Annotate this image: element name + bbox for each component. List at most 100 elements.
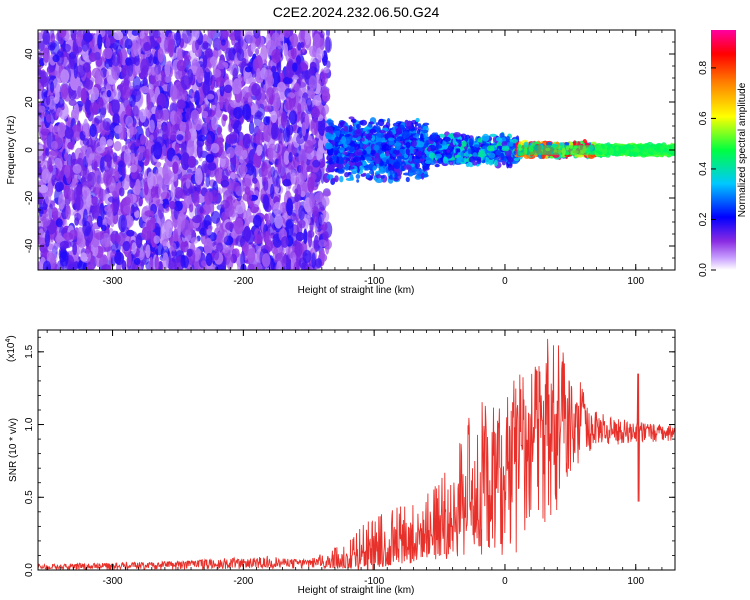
spectrogram-cell (431, 132, 437, 138)
spectrogram-cell (77, 260, 87, 270)
spectrogram-cell (243, 226, 252, 242)
spectrogram-cell (147, 96, 152, 110)
spectrogram-cell (38, 32, 43, 41)
spectrogram-cell (194, 48, 202, 58)
spectrogram-cell (242, 192, 253, 202)
spectrogram-cell (288, 110, 298, 125)
spectrogram-cell (409, 154, 413, 162)
spectrogram-cell (126, 251, 132, 267)
spectrogram-cell (272, 247, 279, 263)
spectrogram-cell (231, 35, 236, 46)
spectrogram-cell (151, 106, 157, 114)
spectrogram-cell (343, 125, 349, 132)
spectrogram-cell (106, 208, 114, 226)
spectrogram-cell (315, 47, 324, 60)
spectrogram-cell (354, 128, 363, 137)
spectrogram-cell (38, 51, 43, 60)
spectrogram-cell (74, 212, 82, 221)
spectrogram-cell (273, 201, 283, 217)
spectrogram-cell (366, 173, 371, 179)
spectrogram-cell (395, 127, 402, 135)
spectrogram-cell (327, 163, 335, 171)
spectrogram-cell (509, 141, 514, 147)
spectrogram-cell (86, 195, 92, 208)
spectrogram-cell (274, 143, 281, 154)
spectrogram-cell (327, 126, 333, 134)
spectrogram-cell (75, 65, 86, 78)
spectrogram-cell (75, 103, 80, 121)
spectrogram-cell (238, 153, 245, 164)
spectrogram-cell (495, 150, 502, 156)
spectrogram-cell (500, 152, 505, 161)
spectrogram-cell (58, 193, 66, 210)
spectrogram-cell (298, 148, 308, 166)
spectrogram-cell (296, 134, 305, 145)
spectrogram-cell (486, 145, 495, 152)
spectrogram-cell (296, 55, 301, 65)
spectrogram-cell (413, 158, 420, 164)
spectrogram-cell (97, 70, 104, 85)
spectrogram-cell (132, 105, 139, 117)
spectrogram-cell (315, 257, 322, 269)
spectrogram-cell (467, 148, 472, 155)
spectrogram-cell (244, 162, 255, 176)
spectrogram-cell (313, 94, 322, 107)
spectrogram-cell (460, 152, 464, 158)
spectrogram-cell (194, 90, 200, 106)
spectrogram-cell (456, 148, 461, 153)
spectrogram-cell (473, 144, 480, 148)
spectrogram-cell (68, 188, 75, 202)
spectrogram-cell (194, 168, 203, 185)
spectrogram-cell (126, 229, 135, 237)
spectrogram-cell (195, 37, 200, 51)
spectrogram-cell (472, 161, 478, 166)
spectrogram-cell (457, 139, 462, 144)
spectrogram-cell (94, 115, 103, 124)
spectrogram-cell (156, 36, 162, 44)
spectrogram-cell (375, 178, 383, 184)
spectrogram-cell (173, 206, 179, 220)
spectrogram-cell (386, 130, 393, 139)
spectrogram-cell (101, 264, 112, 270)
spectrogram-cell (271, 49, 281, 64)
spectrogram-cell (206, 134, 212, 152)
spectrogram-cell (171, 242, 177, 252)
spectrogram-cell (212, 37, 223, 51)
spectrogram-cell (363, 128, 367, 132)
spectrogram-cell (225, 221, 235, 231)
spectrogram-cell (105, 36, 111, 49)
spectrogram-cell (321, 103, 330, 115)
spectrogram-cell (72, 242, 78, 256)
spectrogram-cell (199, 206, 204, 214)
spectrogram-cell (452, 137, 456, 146)
spectrogram-cell (241, 165, 248, 174)
spectrogram-cell (50, 40, 60, 57)
spectrogram-cell (201, 110, 209, 119)
spectrogram-cell (172, 161, 179, 174)
spectrogram-cell (309, 192, 315, 209)
spectrogram-cell (435, 144, 443, 149)
spectrogram-cell (386, 159, 390, 165)
spectrogram-cell (103, 169, 113, 186)
spectrogram-cell (52, 78, 60, 91)
spectrogram-cell (402, 130, 410, 139)
spectrogram-cell (114, 170, 120, 183)
spectrogram-cell (369, 170, 374, 175)
spectrogram-cell (205, 93, 215, 100)
spectrogram-cell (114, 251, 125, 266)
spectrogram-cell (302, 249, 312, 263)
spectrogram-cell (272, 169, 279, 187)
spectrogram-cell (193, 117, 203, 131)
spectrogram-cell (58, 30, 67, 38)
spectrogram-cell (45, 95, 51, 106)
spectrogram-cell (123, 77, 130, 91)
spectrogram-cell (100, 107, 107, 116)
spectrogram-cell (210, 143, 220, 154)
spectrogram-cell (233, 120, 242, 134)
spectrogram-cell (417, 141, 425, 148)
spectrogram-cell (54, 181, 64, 192)
spectrogram-cell (68, 99, 77, 106)
spectrogram-cell (339, 175, 344, 183)
spectrogram-cell (48, 124, 54, 133)
spectrogram-cell (326, 119, 334, 125)
